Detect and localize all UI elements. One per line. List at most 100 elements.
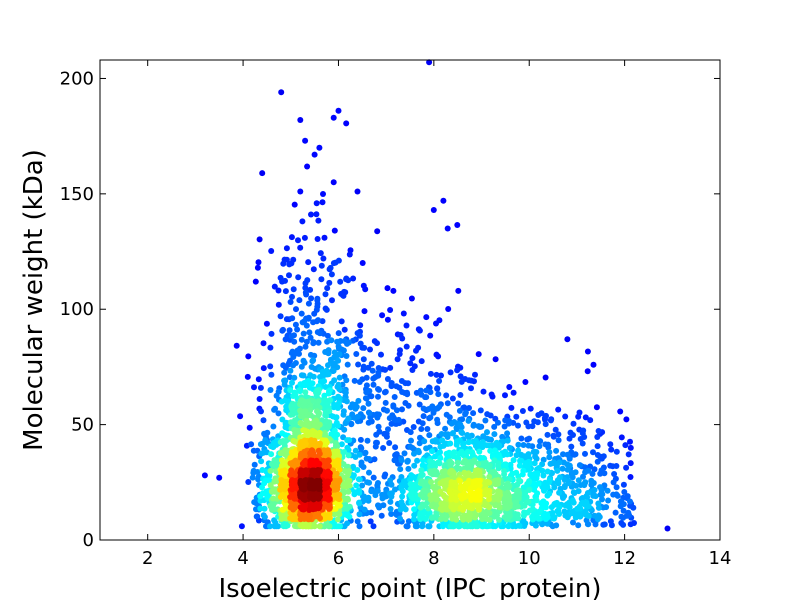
data-point <box>552 500 559 507</box>
data-point <box>294 347 301 354</box>
data-point <box>457 484 464 491</box>
data-point <box>410 473 417 480</box>
data-point <box>267 467 274 474</box>
data-point <box>268 443 275 450</box>
data-point <box>362 395 369 402</box>
data-point <box>364 437 371 444</box>
data-point <box>288 234 295 241</box>
data-point <box>532 475 539 482</box>
data-point <box>427 332 434 339</box>
data-point <box>306 512 313 519</box>
data-point <box>341 483 348 489</box>
data-point <box>451 474 458 481</box>
data-point <box>382 366 389 373</box>
x-tick-label: 2 <box>142 548 153 569</box>
data-point <box>390 287 397 294</box>
data-point <box>427 468 434 475</box>
data-point <box>476 492 483 499</box>
data-point <box>415 449 422 456</box>
data-point <box>584 494 591 501</box>
data-point <box>458 448 465 455</box>
data-point <box>271 486 278 493</box>
data-point <box>335 381 342 388</box>
data-point <box>325 468 332 475</box>
data-point <box>434 385 441 392</box>
data-point <box>352 447 359 454</box>
data-point <box>560 459 567 466</box>
data-point <box>334 516 341 523</box>
data-point <box>444 400 451 407</box>
data-point <box>289 379 295 386</box>
data-point <box>302 389 309 396</box>
data-point <box>604 487 611 494</box>
data-point <box>623 464 630 471</box>
data-point <box>480 388 487 395</box>
data-point <box>325 371 332 378</box>
data-point <box>286 261 293 268</box>
data-point <box>286 374 293 381</box>
data-point <box>575 477 582 484</box>
data-point <box>554 477 561 484</box>
data-point <box>216 474 223 481</box>
data-point <box>268 451 275 458</box>
data-point <box>540 472 547 479</box>
data-point <box>258 458 265 465</box>
data-point <box>454 459 461 466</box>
data-point <box>310 266 317 273</box>
data-point <box>419 457 426 464</box>
data-point <box>526 507 533 514</box>
data-point <box>280 523 287 530</box>
data-point <box>599 496 605 503</box>
data-point <box>477 407 484 414</box>
data-point <box>664 525 671 532</box>
data-point <box>289 516 296 523</box>
data-point <box>257 384 264 391</box>
data-point <box>462 409 469 416</box>
y-axis-title: Molecular weight (kDa) <box>19 149 49 451</box>
data-point <box>374 340 380 347</box>
data-point <box>480 511 487 518</box>
data-point <box>461 469 468 476</box>
data-point <box>343 353 350 359</box>
data-point <box>601 521 608 528</box>
data-point <box>315 317 322 324</box>
data-point <box>374 439 380 446</box>
data-point <box>345 415 352 422</box>
data-point <box>502 461 509 468</box>
data-point <box>275 287 282 294</box>
data-point <box>416 440 423 447</box>
data-point <box>436 378 443 384</box>
x-tick-label: 8 <box>428 548 439 569</box>
data-point <box>449 395 456 402</box>
data-point <box>479 444 486 451</box>
data-point <box>381 493 388 500</box>
data-point <box>290 286 297 293</box>
data-point <box>334 451 341 458</box>
data-point <box>559 465 566 472</box>
data-point <box>496 516 502 523</box>
data-point <box>299 218 306 225</box>
data-point <box>523 419 530 426</box>
data-point <box>311 467 318 474</box>
data-point <box>405 518 412 525</box>
data-point <box>352 454 359 460</box>
data-point <box>478 455 485 462</box>
data-point <box>344 495 351 502</box>
data-point <box>597 484 603 491</box>
data-point <box>289 411 296 418</box>
data-point <box>287 455 294 462</box>
data-point <box>319 199 326 206</box>
data-point <box>399 389 406 395</box>
data-point <box>475 423 482 430</box>
data-point <box>414 457 421 464</box>
data-point <box>485 436 492 443</box>
data-point <box>444 513 450 520</box>
data-point <box>340 292 347 299</box>
data-point <box>504 484 511 491</box>
data-point <box>466 511 473 518</box>
data-point <box>305 259 312 266</box>
data-point <box>618 520 625 526</box>
data-point <box>514 503 521 510</box>
y-tick-label: 200 <box>60 68 94 89</box>
data-point <box>301 485 308 491</box>
